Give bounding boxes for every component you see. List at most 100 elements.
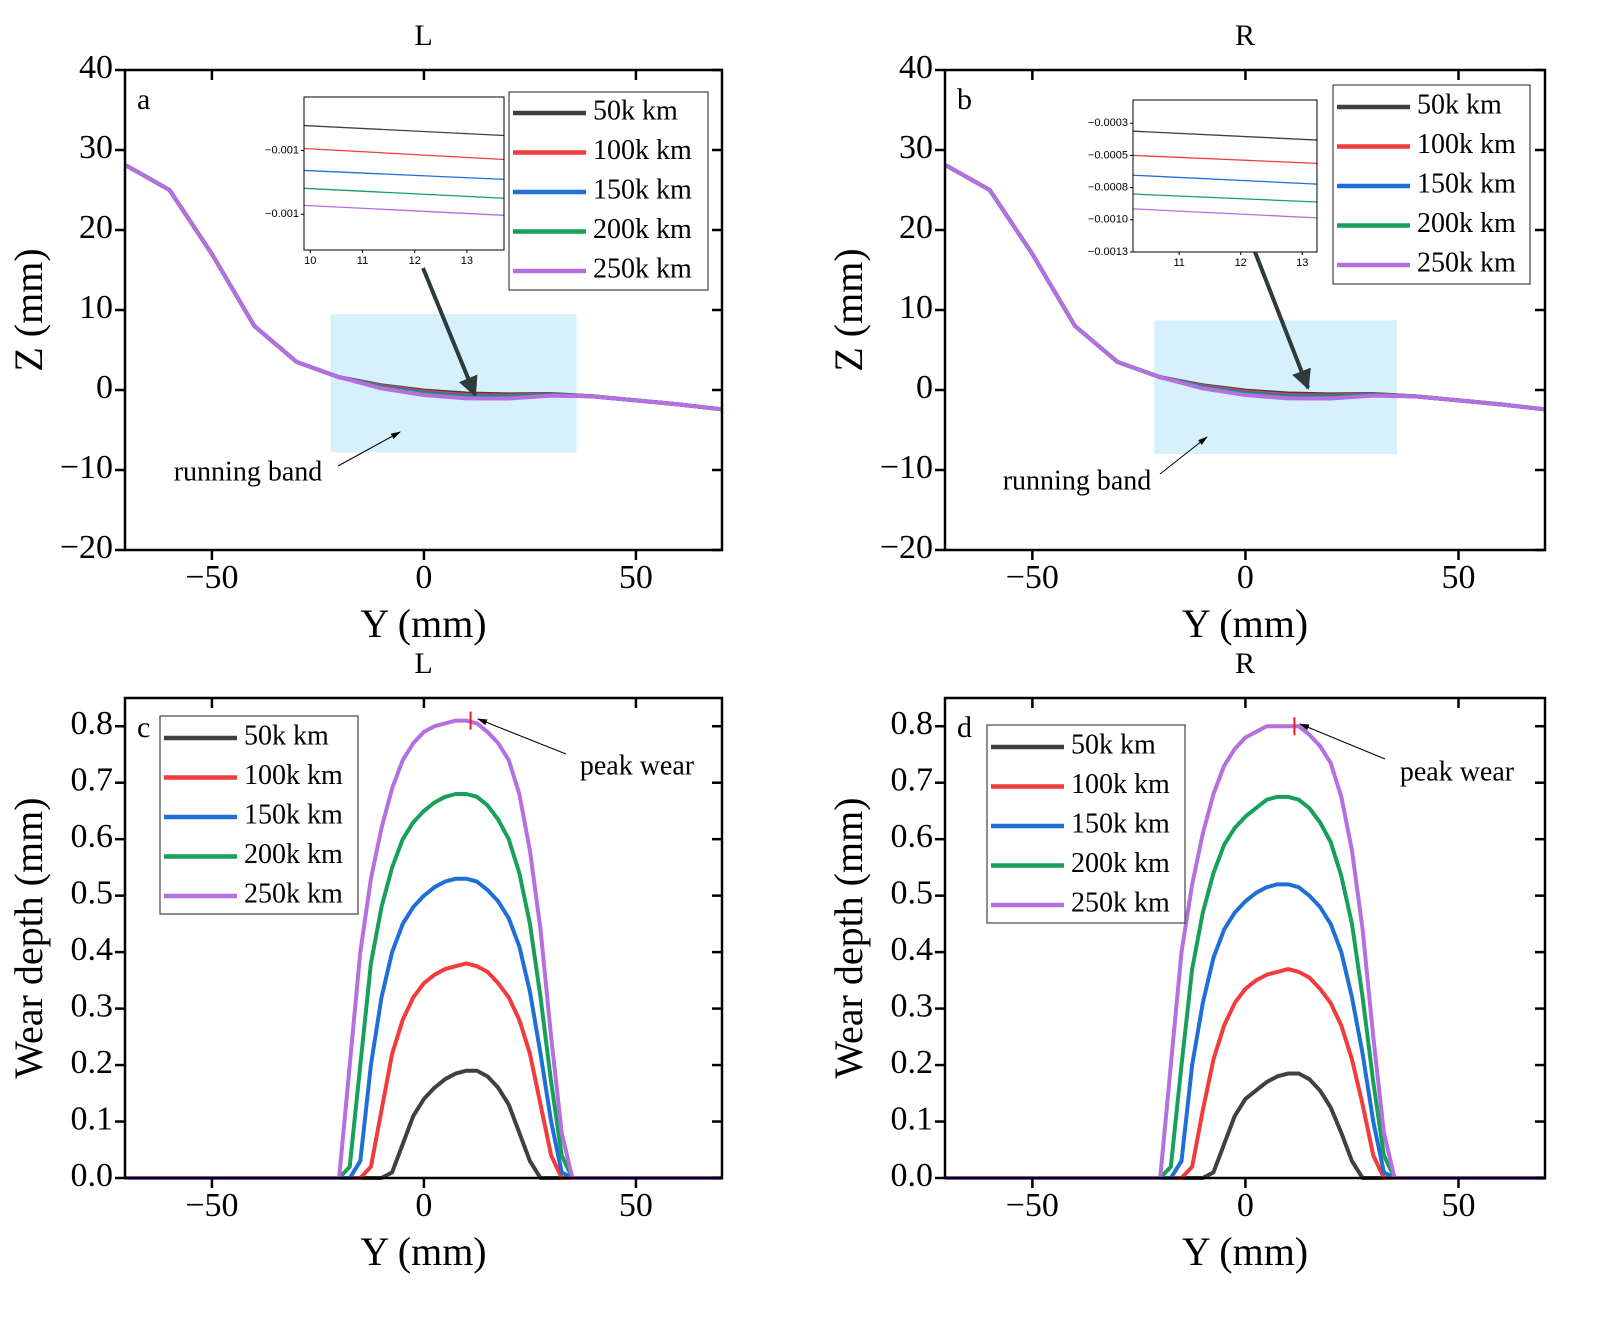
y-tick-label: −10 <box>880 449 933 486</box>
x-tick-label: 50 <box>619 559 653 596</box>
y-tick-label: 0.6 <box>71 818 114 855</box>
legend-label: 100k km <box>244 760 343 791</box>
legend-label: 150k km <box>1417 168 1516 199</box>
series-line <box>1132 208 1318 219</box>
inset-x-tick-label: 13 <box>461 255 473 267</box>
panel-label: d <box>957 711 972 744</box>
series-line <box>1132 130 1318 141</box>
inset-arrow <box>1253 251 1311 390</box>
series-line <box>945 967 1546 1180</box>
y-tick-label: −20 <box>60 529 113 566</box>
y-tick-label: 0.4 <box>71 931 114 968</box>
y-tick-label: 0.0 <box>891 1157 934 1194</box>
panel-title: L <box>414 647 432 680</box>
panel-label: b <box>957 83 972 116</box>
x-axis-label: Y (mm) <box>360 1229 486 1274</box>
y-axis-label: Wear depth (mm) <box>6 797 51 1078</box>
legend-label: 50k km <box>244 720 329 751</box>
panel-label: c <box>137 711 150 744</box>
x-tick-label: 0 <box>415 1187 432 1224</box>
panel: Lc 0.0 0.1 0.2 0.3 0.4 0.5 0.6 0.7 0.8 −50 0 50 Y (mm… <box>6 647 724 1274</box>
inset-bg <box>304 97 504 250</box>
panel: Rb −20 −10 0 10 20 30 40 −50 0 50 Y (mm) Z (mm) 50k k… <box>826 19 1547 646</box>
panel: La −20 −10 0 10 20 30 40 −50 0 50 Y (mm) Z (mm) 50k k… <box>6 19 724 646</box>
y-tick-label: 30 <box>899 129 933 166</box>
legend-label: 200k km <box>1417 208 1516 239</box>
y-tick-label: 0.0 <box>71 1157 114 1194</box>
legend-label: 200k km <box>244 839 343 870</box>
legend-label: 200k km <box>1071 848 1170 879</box>
y-tick-label: 10 <box>899 289 933 326</box>
band-label: running band <box>174 456 323 487</box>
y-axis-label: Wear depth (mm) <box>826 797 871 1078</box>
inset-y-tick-label: −0.0010 <box>1088 214 1128 226</box>
y-axis-label: Z (mm) <box>6 248 51 371</box>
peak-arrow <box>477 718 567 755</box>
y-tick-label: 20 <box>79 209 113 246</box>
x-axis-label: Y (mm) <box>1182 1229 1308 1274</box>
legend-label: 150k km <box>244 799 343 830</box>
inset-frame <box>1132 99 1318 253</box>
series-line <box>945 882 1546 1180</box>
series-line <box>945 794 1546 1180</box>
y-tick-label: 0.2 <box>891 1044 934 1081</box>
peak-label: peak wear <box>580 750 695 781</box>
legend-label: 100k km <box>1071 769 1170 800</box>
legend-label: 250k km <box>1071 887 1170 918</box>
inset-bg <box>1133 100 1317 252</box>
series-line <box>125 1068 723 1180</box>
legend-label: 250k km <box>1417 247 1516 278</box>
legend-label: 250k km <box>244 878 343 909</box>
panel-title: R <box>1235 647 1255 680</box>
y-tick-label: 0.5 <box>891 874 934 911</box>
y-tick-label: 0 <box>916 369 933 406</box>
series-line <box>1132 154 1318 165</box>
inset-y-tick-label: −0.0013 <box>1088 246 1128 258</box>
inset-frame <box>303 96 505 251</box>
band-label: running band <box>1003 465 1152 496</box>
series-line <box>125 792 723 1180</box>
legend-label: 50k km <box>1417 89 1502 120</box>
series-line <box>303 204 505 216</box>
y-tick-label: 0.1 <box>891 1100 934 1137</box>
legend-label: 100k km <box>1417 129 1516 160</box>
y-tick-label: 0.8 <box>891 705 934 742</box>
y-tick-label: 40 <box>79 49 113 86</box>
y-tick-label: 0.7 <box>71 762 114 799</box>
peak-label: peak wear <box>1400 756 1515 787</box>
inset-y-tick-label: −0.0005 <box>1088 149 1128 161</box>
x-axis-label: Y (mm) <box>1182 601 1308 646</box>
x-tick-label: 0 <box>1237 1187 1254 1224</box>
y-tick-label: 0.5 <box>71 874 114 911</box>
y-tick-label: 0.4 <box>891 931 934 968</box>
series-line <box>945 164 1546 412</box>
legend-label: 200k km <box>593 214 692 245</box>
inset-y-tick-label: −0.0008 <box>1088 181 1128 193</box>
y-tick-label: 0.1 <box>71 1100 114 1137</box>
y-tick-label: 0.2 <box>71 1044 114 1081</box>
peak-arrow <box>1299 723 1386 760</box>
panel: Rd 0.0 0.1 0.2 0.3 0.4 0.5 0.6 0.7 0.8 −50 0 50 Y (mm… <box>826 647 1547 1274</box>
y-tick-label: 0.7 <box>891 762 934 799</box>
series-line <box>945 1071 1546 1180</box>
legend-label: 100k km <box>593 135 692 166</box>
inset-x-tick-label: 10 <box>304 255 316 267</box>
x-tick-label: −50 <box>185 559 238 596</box>
series-line <box>945 724 1546 1180</box>
y-tick-label: 0.3 <box>891 987 934 1024</box>
y-tick-label: 0 <box>96 369 113 406</box>
y-tick-label: 0.3 <box>71 987 114 1024</box>
x-tick-label: 50 <box>619 1187 653 1224</box>
y-tick-label: 0.8 <box>71 705 114 742</box>
y-axis-label: Z (mm) <box>826 248 871 371</box>
inset-x-tick-label: 13 <box>1296 257 1308 269</box>
legend-label: 250k km <box>593 253 692 284</box>
panel-title: R <box>1235 19 1255 52</box>
legend-label: 50k km <box>593 95 678 126</box>
series-line <box>125 718 723 1180</box>
panel-title: L <box>414 19 432 52</box>
band-arrow <box>1159 436 1208 475</box>
y-tick-label: −20 <box>880 529 933 566</box>
inset-x-tick-label: 11 <box>1173 257 1184 269</box>
